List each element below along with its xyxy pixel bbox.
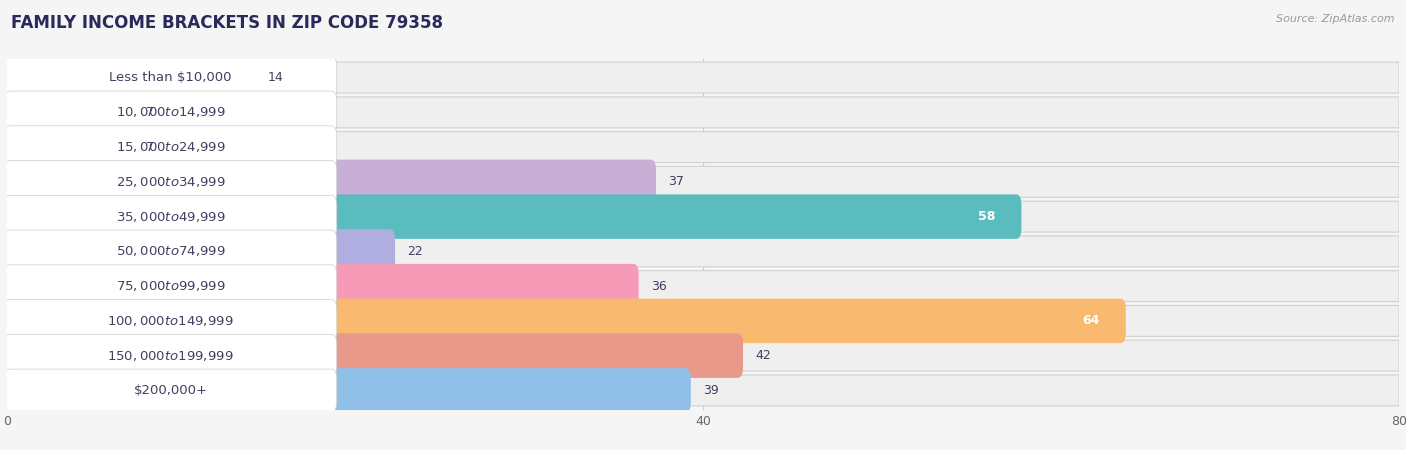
- FancyBboxPatch shape: [1, 90, 134, 135]
- Text: $15,000 to $24,999: $15,000 to $24,999: [115, 140, 225, 154]
- FancyBboxPatch shape: [1, 299, 1126, 343]
- FancyBboxPatch shape: [7, 201, 1399, 232]
- FancyBboxPatch shape: [4, 161, 337, 203]
- Text: 14: 14: [269, 71, 284, 84]
- FancyBboxPatch shape: [1, 333, 742, 378]
- Text: 36: 36: [651, 279, 666, 292]
- Text: 42: 42: [755, 349, 770, 362]
- Text: 58: 58: [979, 210, 995, 223]
- FancyBboxPatch shape: [1, 264, 638, 308]
- FancyBboxPatch shape: [4, 126, 337, 168]
- FancyBboxPatch shape: [1, 194, 1021, 239]
- Text: $200,000+: $200,000+: [134, 384, 208, 397]
- Text: Less than $10,000: Less than $10,000: [110, 71, 232, 84]
- FancyBboxPatch shape: [4, 91, 337, 134]
- Text: 39: 39: [703, 384, 718, 397]
- FancyBboxPatch shape: [1, 125, 134, 169]
- FancyBboxPatch shape: [7, 340, 1399, 371]
- Text: $25,000 to $34,999: $25,000 to $34,999: [115, 175, 225, 189]
- Text: 7: 7: [146, 106, 155, 119]
- FancyBboxPatch shape: [1, 229, 395, 274]
- FancyBboxPatch shape: [4, 56, 337, 99]
- FancyBboxPatch shape: [7, 236, 1399, 267]
- FancyBboxPatch shape: [4, 334, 337, 377]
- FancyBboxPatch shape: [4, 195, 337, 238]
- FancyBboxPatch shape: [4, 265, 337, 307]
- Text: 22: 22: [408, 245, 423, 258]
- FancyBboxPatch shape: [7, 306, 1399, 336]
- FancyBboxPatch shape: [7, 166, 1399, 198]
- Text: Source: ZipAtlas.com: Source: ZipAtlas.com: [1277, 14, 1395, 23]
- FancyBboxPatch shape: [4, 230, 337, 273]
- Text: $50,000 to $74,999: $50,000 to $74,999: [115, 244, 225, 258]
- Text: $10,000 to $14,999: $10,000 to $14,999: [115, 105, 225, 119]
- FancyBboxPatch shape: [7, 270, 1399, 302]
- FancyBboxPatch shape: [7, 375, 1399, 406]
- FancyBboxPatch shape: [4, 300, 337, 342]
- Text: $75,000 to $99,999: $75,000 to $99,999: [115, 279, 225, 293]
- Text: $150,000 to $199,999: $150,000 to $199,999: [107, 349, 233, 363]
- Text: $35,000 to $49,999: $35,000 to $49,999: [115, 210, 225, 224]
- Text: 37: 37: [668, 176, 685, 189]
- Text: 64: 64: [1083, 315, 1099, 328]
- Text: FAMILY INCOME BRACKETS IN ZIP CODE 79358: FAMILY INCOME BRACKETS IN ZIP CODE 79358: [11, 14, 443, 32]
- FancyBboxPatch shape: [7, 62, 1399, 93]
- FancyBboxPatch shape: [7, 132, 1399, 162]
- FancyBboxPatch shape: [7, 97, 1399, 128]
- Text: $100,000 to $149,999: $100,000 to $149,999: [107, 314, 233, 328]
- FancyBboxPatch shape: [1, 160, 657, 204]
- FancyBboxPatch shape: [1, 55, 256, 100]
- Text: 7: 7: [146, 140, 155, 153]
- FancyBboxPatch shape: [1, 368, 690, 413]
- FancyBboxPatch shape: [4, 369, 337, 412]
